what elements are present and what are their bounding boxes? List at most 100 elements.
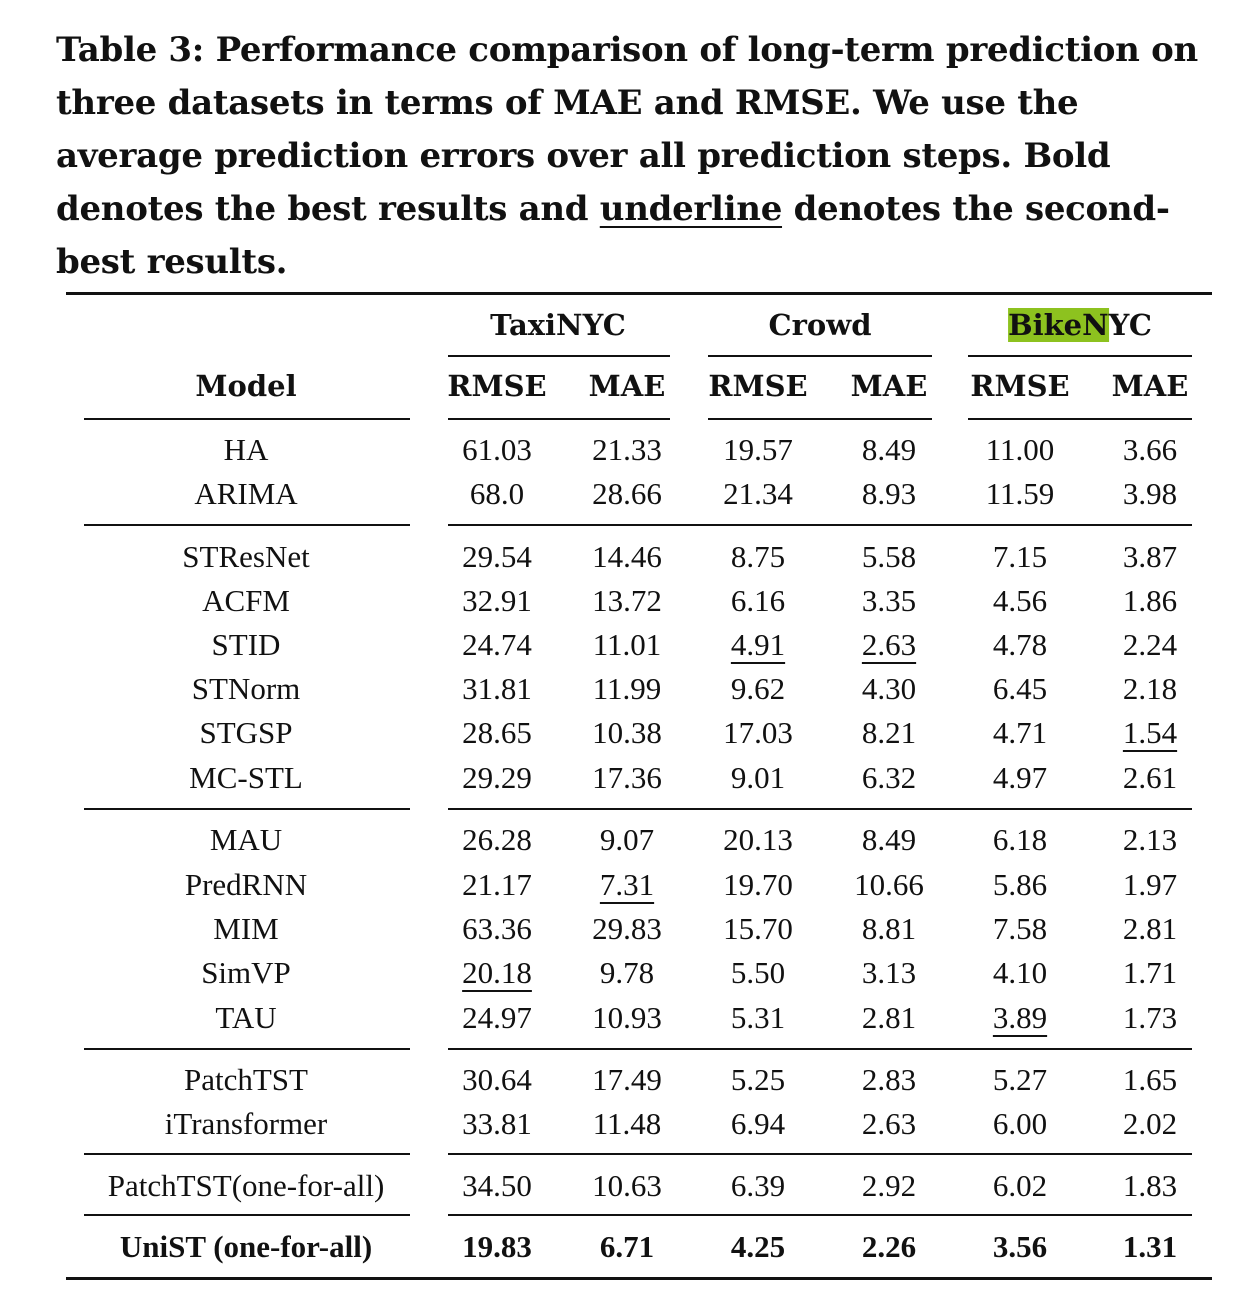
table-cell-value: 2.18	[1122, 671, 1178, 706]
table-cell-value: 7.15	[992, 539, 1048, 574]
table-cell-value: 4.78	[992, 627, 1048, 662]
table-cell-value: 4.10	[992, 955, 1048, 990]
table-cell-value: 6.16	[730, 583, 786, 618]
model-name: PatchTST	[184, 1062, 308, 1097]
table-cell-value: 10.38	[592, 715, 662, 750]
table-cell-value: 2.81	[1122, 911, 1178, 946]
table-cell-value: 4.30	[861, 671, 917, 706]
table-cell-value: 6.45	[992, 671, 1048, 706]
table-cell-value: 31.81	[462, 671, 532, 706]
model-name: MAU	[209, 822, 283, 857]
group-rule-model	[84, 1153, 410, 1155]
table-cell-value: 1.97	[1122, 867, 1178, 902]
group-rule-values	[448, 808, 1192, 810]
model-name: HA	[223, 432, 269, 467]
table-cell-value: 29.83	[592, 911, 662, 946]
column-header-metric: RMSE	[970, 369, 1070, 403]
model-name: MC-STL	[189, 760, 303, 795]
table-cell-value: 30.64	[462, 1062, 532, 1097]
table-cell-value: 3.87	[1122, 539, 1178, 574]
model-name: PatchTST(one-for-all)	[107, 1168, 385, 1203]
group-rule-model	[84, 1048, 410, 1050]
table-cell-value: 3.66	[1122, 432, 1178, 467]
table-cell-value: 4.97	[992, 760, 1048, 795]
table-cell-value: 21.17	[462, 867, 532, 902]
table-cell-value: 8.49	[861, 432, 917, 467]
table-cell-value: 17.03	[723, 715, 793, 750]
table-cell-value: 24.74	[462, 627, 532, 662]
table-cell-value: 3.56	[992, 1229, 1048, 1264]
model-name: PredRNN	[184, 867, 308, 902]
table-cell-value: 8.75	[730, 539, 786, 574]
table-cell-value: 13.72	[592, 583, 662, 618]
table-cell-value: 2.92	[861, 1168, 917, 1203]
dataset-header-bikenyc: BikeNYC	[1008, 307, 1152, 343]
group-rule-model	[84, 524, 410, 526]
table-cell-value: 9.78	[599, 955, 655, 990]
table-cell-value: 5.58	[861, 539, 917, 574]
table-cell-value: 1.31	[1122, 1229, 1178, 1264]
group-rule-model	[84, 1214, 410, 1216]
table-cell-value: 5.50	[730, 955, 786, 990]
table-cell-value: 8.93	[861, 476, 917, 511]
table-cell-value: 19.57	[723, 432, 793, 467]
table-cell-value: 2.02	[1122, 1106, 1178, 1141]
table-cell-value: 5.25	[730, 1062, 786, 1097]
table-cell-value: 2.63	[861, 627, 917, 662]
column-header-metric: RMSE	[447, 369, 547, 403]
table-caption: Table 3: Performance comparison of long-…	[56, 24, 1216, 289]
cmidrule-taxinyc	[448, 355, 670, 357]
model-name: ACFM	[202, 583, 290, 618]
table-cell-value: 2.83	[861, 1062, 917, 1097]
group-rule-values	[448, 524, 1192, 526]
table-cell-value: 17.36	[592, 760, 662, 795]
column-header-metric: MAE	[850, 369, 928, 403]
table-cell-value: 11.99	[592, 671, 662, 706]
table-cell-value: 61.03	[462, 432, 532, 467]
table-cell-value: 4.25	[730, 1229, 786, 1264]
table-cell-value: 10.63	[592, 1168, 662, 1203]
dataset-name: Crowd	[768, 308, 872, 342]
table-cell-value: 3.89	[992, 1000, 1048, 1035]
table-cell-value: 19.70	[723, 867, 793, 902]
table-cell-value: 1.54	[1122, 715, 1178, 750]
table-cell-value: 6.39	[730, 1168, 786, 1203]
cmidrule-bikenyc	[968, 355, 1192, 357]
table-cell-value: 17.49	[592, 1062, 662, 1097]
table-cell-value: 21.33	[592, 432, 662, 467]
table-cell-value: 11.00	[985, 432, 1055, 467]
caption-text-2: denotes the second-best results.	[56, 189, 1170, 282]
table-cell-value: 6.71	[599, 1229, 655, 1264]
table-cell-value: 15.70	[723, 911, 793, 946]
model-name: iTransformer	[164, 1106, 328, 1141]
table-cell-value: 6.02	[992, 1168, 1048, 1203]
table-cell-value: 11.48	[592, 1106, 662, 1141]
table-cell-value: 7.31	[599, 867, 655, 902]
column-header-metric: MAE	[588, 369, 666, 403]
bottom-rule	[66, 1277, 1212, 1280]
table-cell-value: 33.81	[462, 1106, 532, 1141]
model-name: MIM	[213, 911, 279, 946]
table-cell-value: 9.01	[730, 760, 786, 795]
table-cell-value: 11.59	[985, 476, 1055, 511]
table-cell-value: 3.98	[1122, 476, 1178, 511]
table-cell-value: 10.66	[854, 867, 924, 902]
table-cell-value: 19.83	[462, 1229, 532, 1264]
table-cell-value: 20.13	[723, 822, 793, 857]
table-cell-value: 4.91	[730, 627, 786, 662]
table-cell-value: 28.65	[462, 715, 532, 750]
column-header-metric: MAE	[1111, 369, 1189, 403]
table-cell-value: 2.24	[1122, 627, 1178, 662]
header-rule-model	[84, 418, 410, 420]
table-cell-value: 2.13	[1122, 822, 1178, 857]
model-name: TAU	[215, 1000, 277, 1035]
model-name: UniST (one-for-all)	[119, 1229, 373, 1264]
table-cell-value: 8.81	[861, 911, 917, 946]
table-cell-value: 20.18	[462, 955, 532, 990]
table-cell-value: 5.86	[992, 867, 1048, 902]
caption-text-1: Table 3: Performance comparison of long-…	[56, 30, 1198, 229]
table-cell-value: 1.86	[1122, 583, 1178, 618]
table-cell-value: 2.81	[861, 1000, 917, 1035]
dataset-name: TaxiNYC	[490, 308, 626, 342]
top-rule	[66, 292, 1212, 295]
